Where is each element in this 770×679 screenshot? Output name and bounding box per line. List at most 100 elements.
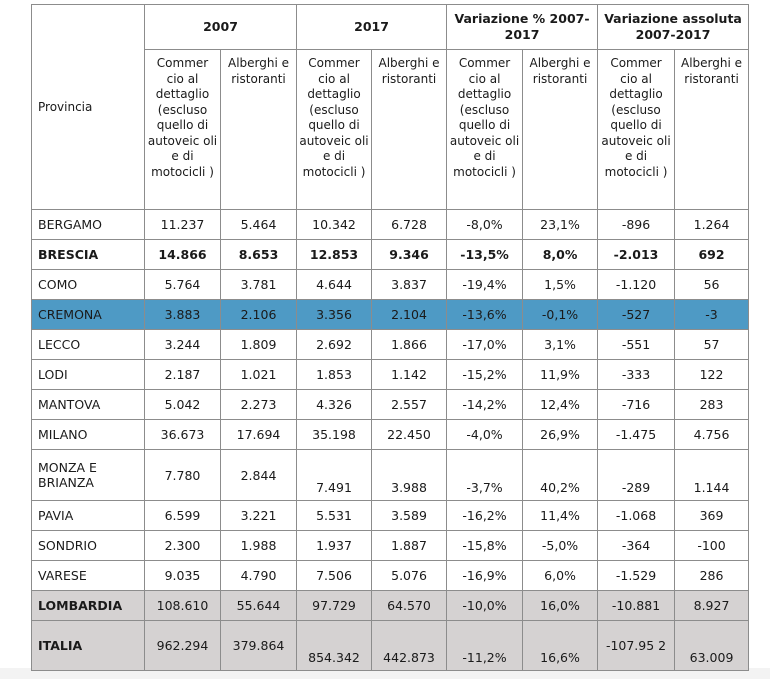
table-row: VARESE 9.035 4.790 7.506 5.076 -16,9% 6,0% -1.5… xyxy=(31,560,750,591)
alberghi-2007-cell: 1.021 xyxy=(219,359,298,390)
commercio-var-pct-cell: -17,0% xyxy=(446,329,524,360)
province-name: PAVIA xyxy=(31,500,145,531)
province-name: BRESCIA xyxy=(31,239,145,270)
province-name: MILANO xyxy=(31,419,145,450)
header-alberghi: Alberghi e ristoranti xyxy=(371,49,448,210)
commercio-2007-cell: 3.244 xyxy=(144,329,221,360)
alberghi-2017-cell: 2.104 xyxy=(371,299,448,330)
page-bottom-strip xyxy=(0,668,770,679)
alberghi-var-abs-cell: 1.264 xyxy=(674,209,750,240)
commercio-var-pct-cell: -11,2% xyxy=(446,620,524,671)
alberghi-var-pct-cell: 6,0% xyxy=(522,560,599,591)
alberghi-var-abs-cell: 122 xyxy=(674,359,750,390)
commercio-2017-cell: 1.937 xyxy=(296,530,373,561)
province-name: BERGAMO xyxy=(31,209,145,240)
alberghi-var-abs-cell: 57 xyxy=(674,329,750,360)
header-group-2017: 2017 xyxy=(296,4,448,50)
alberghi-2007-cell: 17.694 xyxy=(219,419,298,450)
commercio-2007-cell: 36.673 xyxy=(144,419,221,450)
commercio-var-pct-cell: -8,0% xyxy=(446,209,524,240)
province-name: MONZA E BRIANZA xyxy=(31,449,145,501)
header-alberghi: Alberghi e ristoranti xyxy=(674,49,750,210)
alberghi-var-pct-cell: 11,9% xyxy=(522,359,599,390)
commercio-var-pct-cell: -14,2% xyxy=(446,389,524,420)
table-row: PAVIA 6.599 3.221 5.531 3.589 -16,2% 11,4% -1.0… xyxy=(31,500,750,531)
header-alberghi: Alberghi e ristoranti xyxy=(522,49,599,210)
alberghi-2007-cell: 379.864 xyxy=(219,620,298,671)
table-row: LODI 2.187 1.021 1.853 1.142 -15,2% 11,9% -333 1… xyxy=(31,359,750,390)
alberghi-2007-cell: 4.790 xyxy=(219,560,298,591)
province-name: LECCO xyxy=(31,329,145,360)
commercio-var-abs-cell: -896 xyxy=(597,209,676,240)
table-row: SONDRIO 2.300 1.988 1.937 1.887 -15,8% -5,0% -3… xyxy=(31,530,750,561)
commercio-var-pct-cell: -19,4% xyxy=(446,269,524,300)
alberghi-2017-cell: 6.728 xyxy=(371,209,448,240)
commercio-2017-cell: 3.356 xyxy=(296,299,373,330)
commercio-2007-cell: 3.883 xyxy=(144,299,221,330)
alberghi-var-pct-cell: 11,4% xyxy=(522,500,599,531)
alberghi-var-abs-cell: 8.927 xyxy=(674,590,750,621)
alberghi-var-abs-cell: 286 xyxy=(674,560,750,591)
alberghi-2007-cell: 3.781 xyxy=(219,269,298,300)
commercio-2017-cell: 1.853 xyxy=(296,359,373,390)
alberghi-var-abs-cell: 4.756 xyxy=(674,419,750,450)
alberghi-2017-cell: 22.450 xyxy=(371,419,448,450)
province-name: SONDRIO xyxy=(31,530,145,561)
commercio-2017-cell: 7.506 xyxy=(296,560,373,591)
alberghi-var-pct-cell: -5,0% xyxy=(522,530,599,561)
commercio-var-abs-cell: -333 xyxy=(597,359,676,390)
commercio-2007-cell: 5.764 xyxy=(144,269,221,300)
commercio-var-pct-cell: -15,8% xyxy=(446,530,524,561)
header-provincia: Provincia xyxy=(31,4,145,210)
alberghi-2007-cell: 8.653 xyxy=(219,239,298,270)
table-row: COMO 5.764 3.781 4.644 3.837 -19,4% 1,5% -1.120… xyxy=(31,269,750,300)
commercio-var-pct-cell: -10,0% xyxy=(446,590,524,621)
alberghi-2017-cell: 64.570 xyxy=(371,590,448,621)
commercio-2007-cell: 108.610 xyxy=(144,590,221,621)
alberghi-2017-cell: 1.866 xyxy=(371,329,448,360)
table-row: CREMONA 3.883 2.106 3.356 2.104 -13,6% -0,1% -5… xyxy=(31,299,750,330)
commercio-2017-cell: 4.326 xyxy=(296,389,373,420)
province-name: COMO xyxy=(31,269,145,300)
commercio-var-abs-cell: -289 xyxy=(597,449,676,501)
alberghi-2007-cell: 2.844 xyxy=(219,449,298,501)
commercio-var-pct-cell: -15,2% xyxy=(446,359,524,390)
province-name: MANTOVA xyxy=(31,389,145,420)
alberghi-2017-cell: 442.873 xyxy=(371,620,448,671)
alberghi-var-pct-cell: 1,5% xyxy=(522,269,599,300)
header-commercio: Commer cio al dettaglio (escluso quello … xyxy=(597,49,676,210)
commercio-2017-cell: 5.531 xyxy=(296,500,373,531)
alberghi-2017-cell: 3.589 xyxy=(371,500,448,531)
alberghi-var-pct-cell: 40,2% xyxy=(522,449,599,501)
table-row: ITALIA 962.294 379.864 854.342 442.873 -11,2%… xyxy=(31,620,750,671)
alberghi-var-pct-cell: 8,0% xyxy=(522,239,599,270)
commercio-var-pct-cell: -13,6% xyxy=(446,299,524,330)
alberghi-var-abs-cell: 283 xyxy=(674,389,750,420)
alberghi-var-abs-cell: 56 xyxy=(674,269,750,300)
alberghi-var-pct-cell: 16,0% xyxy=(522,590,599,621)
alberghi-2017-cell: 2.557 xyxy=(371,389,448,420)
commercio-var-abs-cell: -1.068 xyxy=(597,500,676,531)
alberghi-var-pct-cell: 23,1% xyxy=(522,209,599,240)
employment-table: Provincia 2007 2017 Variazione % 2007-20… xyxy=(31,4,750,671)
commercio-var-abs-cell: -2.013 xyxy=(597,239,676,270)
commercio-2007-cell: 7.780 xyxy=(144,449,221,501)
commercio-2007-cell: 11.237 xyxy=(144,209,221,240)
table-row: MILANO 36.673 17.694 35.198 22.450 -4,0% 26,9%… xyxy=(31,419,750,450)
commercio-var-pct-cell: -4,0% xyxy=(446,419,524,450)
commercio-2007-cell: 5.042 xyxy=(144,389,221,420)
table-row: MANTOVA 5.042 2.273 4.326 2.557 -14,2% 12,4% -7… xyxy=(31,389,750,420)
alberghi-var-abs-cell: -100 xyxy=(674,530,750,561)
province-name: LODI xyxy=(31,359,145,390)
commercio-2007-cell: 14.866 xyxy=(144,239,221,270)
alberghi-2007-cell: 1.809 xyxy=(219,329,298,360)
alberghi-var-pct-cell: 3,1% xyxy=(522,329,599,360)
commercio-var-pct-cell: -16,2% xyxy=(446,500,524,531)
alberghi-2007-cell: 3.221 xyxy=(219,500,298,531)
header-group-var-pct: Variazione % 2007-2017 xyxy=(446,4,599,50)
commercio-var-abs-cell: -10.881 xyxy=(597,590,676,621)
alberghi-2007-cell: 55.644 xyxy=(219,590,298,621)
alberghi-var-abs-cell: -3 xyxy=(674,299,750,330)
header-commercio: Commer cio al dettaglio (escluso quello … xyxy=(446,49,524,210)
commercio-var-pct-cell: -13,5% xyxy=(446,239,524,270)
